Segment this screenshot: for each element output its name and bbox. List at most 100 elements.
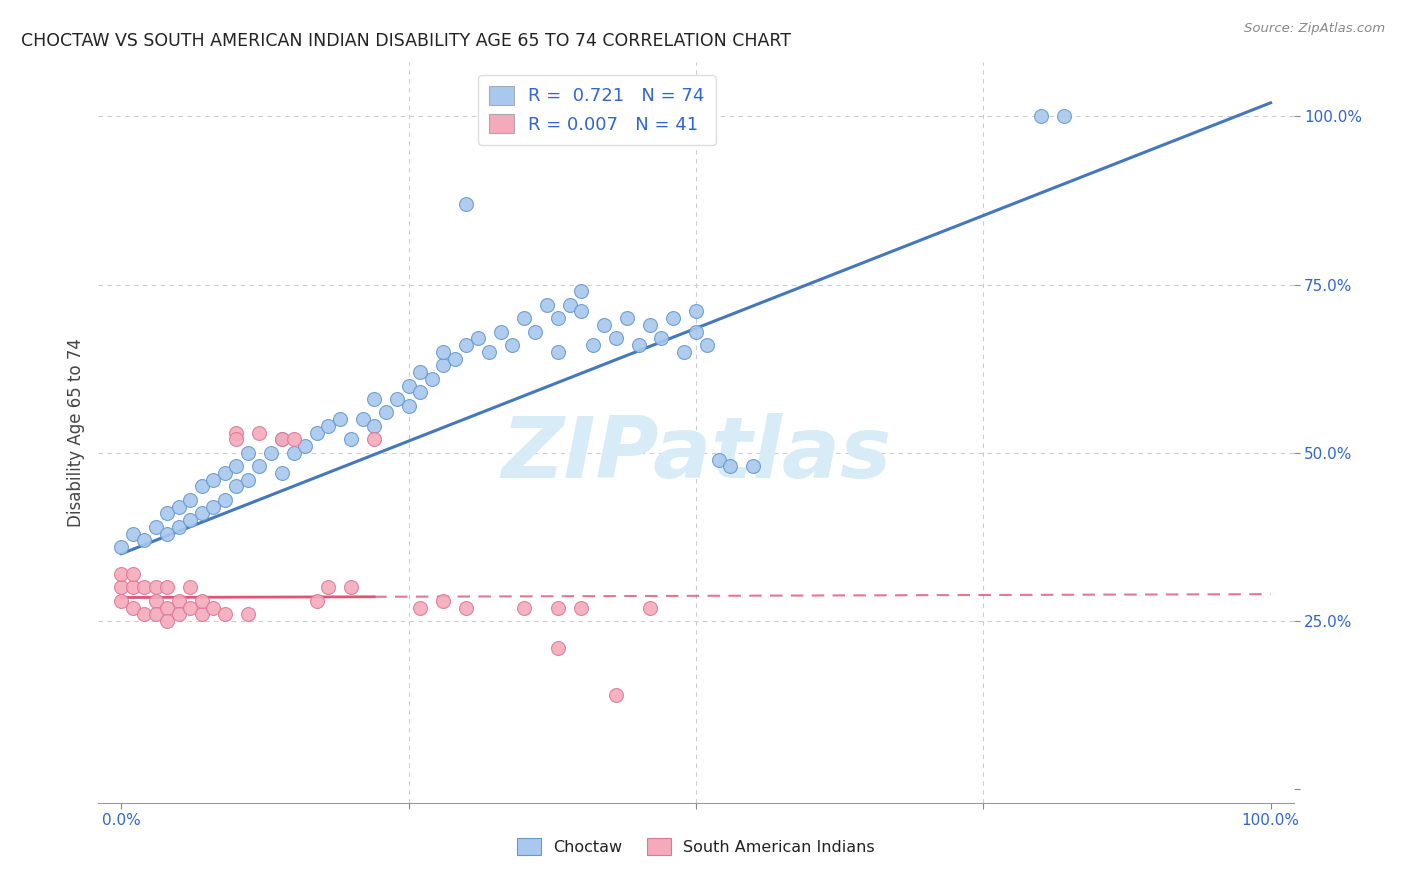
Point: [283, 433, 305, 447]
Point: [569, 304, 592, 318]
Point: [547, 600, 569, 615]
Point: [191, 507, 214, 521]
Point: [179, 513, 201, 527]
Point: [202, 500, 225, 514]
Point: [456, 196, 478, 211]
Point: [122, 526, 145, 541]
Point: [191, 479, 214, 493]
Point: [110, 594, 132, 608]
Point: [707, 452, 730, 467]
Point: [638, 600, 661, 615]
Point: [409, 385, 432, 400]
Point: [110, 581, 132, 595]
Point: [443, 351, 465, 366]
Point: [524, 325, 547, 339]
Point: [283, 446, 305, 460]
Point: [260, 446, 283, 460]
Point: [156, 526, 179, 541]
Point: [145, 594, 167, 608]
Point: [478, 344, 501, 359]
Point: [202, 473, 225, 487]
Point: [1053, 109, 1076, 123]
Point: [145, 581, 167, 595]
Point: [409, 365, 432, 379]
Point: [685, 325, 707, 339]
Point: [305, 425, 328, 440]
Point: [547, 311, 569, 326]
Point: [156, 507, 179, 521]
Point: [512, 600, 534, 615]
Point: [685, 304, 707, 318]
Point: [316, 418, 339, 433]
Point: [156, 600, 179, 615]
Point: [214, 492, 236, 507]
Point: [294, 439, 316, 453]
Point: [385, 392, 409, 406]
Point: [167, 594, 190, 608]
Point: [247, 459, 270, 474]
Point: [432, 594, 454, 608]
Point: [720, 459, 742, 474]
Point: [456, 600, 478, 615]
Point: [363, 433, 385, 447]
Point: [547, 640, 569, 655]
Point: [145, 607, 167, 622]
Point: [134, 533, 156, 548]
Point: [536, 298, 558, 312]
Point: [134, 581, 156, 595]
Point: [374, 405, 396, 419]
Point: [179, 581, 201, 595]
Point: [409, 600, 432, 615]
Point: [145, 520, 167, 534]
Point: [547, 344, 569, 359]
Point: [1029, 109, 1052, 123]
Point: [122, 581, 145, 595]
Point: [616, 311, 638, 326]
Point: [398, 399, 420, 413]
Point: [696, 338, 718, 352]
Point: [593, 318, 616, 332]
Point: [467, 331, 489, 345]
Point: [225, 459, 247, 474]
Point: [134, 607, 156, 622]
Point: [673, 344, 696, 359]
Point: [432, 359, 454, 373]
Point: [638, 318, 661, 332]
Point: [271, 433, 294, 447]
Point: [501, 338, 523, 352]
Point: [225, 425, 247, 440]
Point: [271, 433, 294, 447]
Point: [605, 331, 627, 345]
Point: [247, 425, 270, 440]
Point: [214, 607, 236, 622]
Point: [489, 325, 512, 339]
Point: [456, 338, 478, 352]
Point: [512, 311, 534, 326]
Point: [742, 459, 765, 474]
Point: [191, 594, 214, 608]
Legend: Choctaw, South American Indians: Choctaw, South American Indians: [510, 832, 882, 862]
Point: [340, 433, 363, 447]
Point: [191, 607, 214, 622]
Point: [432, 344, 454, 359]
Point: [340, 581, 363, 595]
Point: [156, 581, 179, 595]
Point: [352, 412, 374, 426]
Point: [156, 614, 179, 628]
Point: [167, 607, 190, 622]
Point: [110, 566, 132, 581]
Y-axis label: Disability Age 65 to 74: Disability Age 65 to 74: [66, 338, 84, 527]
Point: [236, 607, 259, 622]
Point: [316, 581, 339, 595]
Point: [581, 338, 603, 352]
Point: [214, 466, 236, 480]
Point: [627, 338, 650, 352]
Point: [236, 446, 259, 460]
Point: [420, 372, 443, 386]
Point: [122, 566, 145, 581]
Text: CHOCTAW VS SOUTH AMERICAN INDIAN DISABILITY AGE 65 TO 74 CORRELATION CHART: CHOCTAW VS SOUTH AMERICAN INDIAN DISABIL…: [21, 32, 790, 50]
Point: [305, 594, 328, 608]
Point: [202, 600, 225, 615]
Point: [650, 331, 672, 345]
Point: [236, 473, 259, 487]
